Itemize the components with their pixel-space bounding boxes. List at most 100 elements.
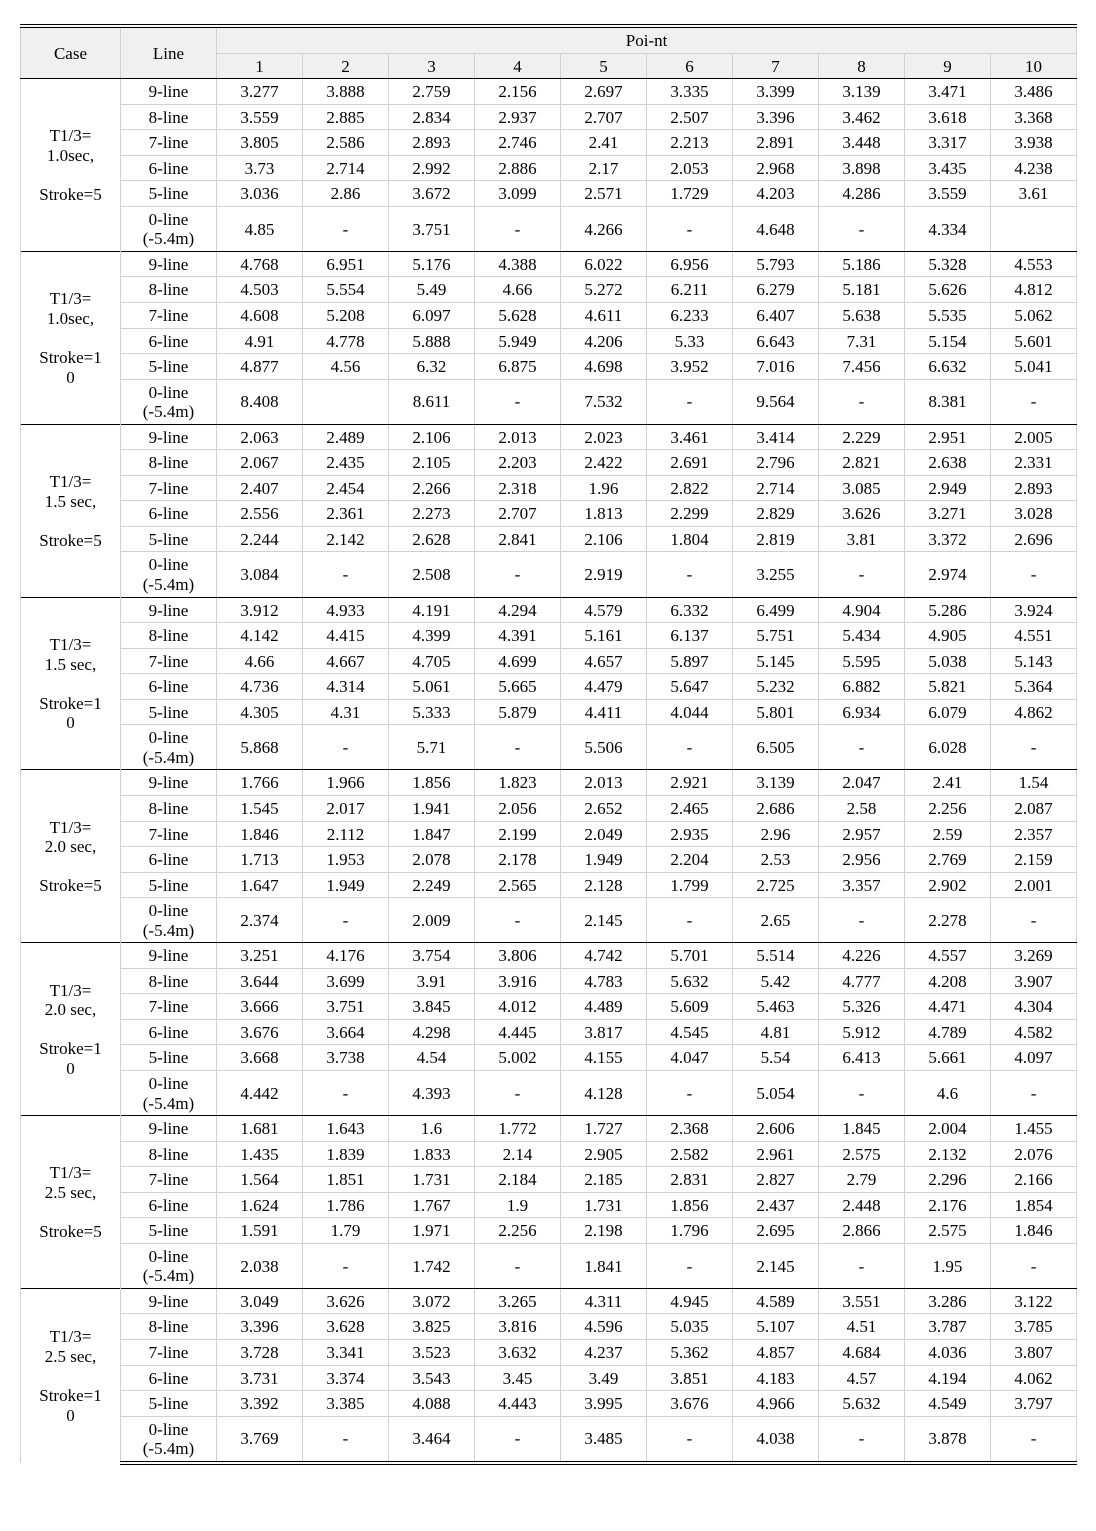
value-cell: 8.381 — [905, 379, 991, 424]
value-cell: 4.036 — [905, 1339, 991, 1365]
value-cell: 5.601 — [991, 328, 1077, 354]
value-cell: - — [991, 1243, 1077, 1288]
value-cell: 3.45 — [475, 1365, 561, 1391]
case-cell: T1/3=2.0 sec, Stroke=10 — [21, 943, 121, 1116]
value-cell: 4.966 — [733, 1391, 819, 1417]
value-cell: 2.273 — [389, 501, 475, 527]
value-cell: 2.796 — [733, 450, 819, 476]
value-cell: 2.53 — [733, 847, 819, 873]
value-cell: - — [647, 898, 733, 943]
value-cell: 5.041 — [991, 354, 1077, 380]
value-cell: 2.145 — [733, 1243, 819, 1288]
value-cell: 3.028 — [991, 501, 1077, 527]
line-cell: 8-line — [121, 1314, 217, 1340]
value-cell: 4.388 — [475, 251, 561, 277]
value-cell: 5.33 — [647, 328, 733, 354]
value-cell: 1.804 — [647, 526, 733, 552]
line-cell: 8-line — [121, 104, 217, 130]
table-row: 5-line4.8774.566.326.8754.6983.9527.0167… — [21, 354, 1077, 380]
value-cell: 3.825 — [389, 1314, 475, 1340]
value-cell: 2.229 — [819, 424, 905, 450]
value-cell: 5.434 — [819, 623, 905, 649]
value-cell: - — [819, 898, 905, 943]
value-cell: 1.854 — [991, 1192, 1077, 1218]
value-cell: 2.105 — [389, 450, 475, 476]
value-cell: 2.695 — [733, 1218, 819, 1244]
value-cell: 1.823 — [475, 770, 561, 796]
col-header-line: Line — [121, 26, 217, 79]
value-cell: 2.017 — [303, 795, 389, 821]
value-cell: 3.399 — [733, 79, 819, 105]
value-cell: 3.277 — [217, 79, 303, 105]
value-cell: 2.769 — [905, 847, 991, 873]
value-cell: 1.643 — [303, 1116, 389, 1142]
col-header-point-9: 9 — [905, 53, 991, 79]
value-cell: 2.249 — [389, 872, 475, 898]
value-cell: 9.564 — [733, 379, 819, 424]
value-cell: 5.333 — [389, 699, 475, 725]
value-cell: 4.183 — [733, 1365, 819, 1391]
value-cell: 7.31 — [819, 328, 905, 354]
table-row: 6-line1.6241.7861.7671.91.7311.8562.4372… — [21, 1192, 1077, 1218]
table-row: 0-line(-5.4m)4.442-4.393-4.128-5.054-4.6… — [21, 1070, 1077, 1115]
value-cell: 5.362 — [647, 1339, 733, 1365]
value-cell: 3.676 — [647, 1391, 733, 1417]
value-cell: 5.888 — [389, 328, 475, 354]
value-cell: 4.012 — [475, 994, 561, 1020]
value-cell: 4.768 — [217, 251, 303, 277]
value-cell: 4.334 — [905, 206, 991, 251]
value-cell: 2.078 — [389, 847, 475, 873]
table-row: 6-line4.7364.3145.0615.6654.4795.6475.23… — [21, 674, 1077, 700]
line-cell: 9-line — [121, 251, 217, 277]
value-cell: 3.084 — [217, 552, 303, 597]
value-cell: 4.905 — [905, 623, 991, 649]
case-cell: T1/3=2.0 sec, Stroke=5 — [21, 770, 121, 943]
value-cell: 2.448 — [819, 1192, 905, 1218]
value-cell: - — [991, 379, 1077, 424]
table-row: T1/3=2.5 sec, Stroke=109-line3.0493.6263… — [21, 1288, 1077, 1314]
value-cell: 6.407 — [733, 303, 819, 329]
value-cell: 2.213 — [647, 130, 733, 156]
table-body: T1/3=1.0sec, Stroke=59-line3.2773.8882.7… — [21, 79, 1077, 1463]
value-cell: 2.318 — [475, 475, 561, 501]
value-cell: - — [475, 1070, 561, 1115]
value-cell: 6.632 — [905, 354, 991, 380]
value-cell: 4.933 — [303, 597, 389, 623]
value-cell: 2.142 — [303, 526, 389, 552]
value-cell: 2.829 — [733, 501, 819, 527]
value-cell: 4.194 — [905, 1365, 991, 1391]
value-cell: 5.897 — [647, 648, 733, 674]
value-cell: 3.851 — [647, 1365, 733, 1391]
value-cell: 1.845 — [819, 1116, 905, 1142]
line-cell: 9-line — [121, 597, 217, 623]
value-cell: 5.181 — [819, 277, 905, 303]
value-cell: 6.643 — [733, 328, 819, 354]
value-cell: 5.535 — [905, 303, 991, 329]
value-cell: 3.845 — [389, 994, 475, 1020]
value-cell: 3.628 — [303, 1314, 389, 1340]
value-cell: 4.778 — [303, 328, 389, 354]
value-cell: - — [303, 1243, 389, 1288]
line-cell: 8-line — [121, 277, 217, 303]
value-cell: 5.595 — [819, 648, 905, 674]
value-cell: 3.251 — [217, 943, 303, 969]
value-cell: 2.885 — [303, 104, 389, 130]
value-cell: 5.701 — [647, 943, 733, 969]
value-cell: 2.507 — [647, 104, 733, 130]
value-cell: 1.851 — [303, 1167, 389, 1193]
line-cell: 7-line — [121, 1339, 217, 1365]
value-cell: 3.392 — [217, 1391, 303, 1417]
value-cell: - — [303, 552, 389, 597]
value-cell: 2.256 — [905, 795, 991, 821]
value-cell: 2.565 — [475, 872, 561, 898]
value-cell: - — [819, 552, 905, 597]
value-cell: 3.357 — [819, 872, 905, 898]
value-cell: 1.971 — [389, 1218, 475, 1244]
value-cell: 2.652 — [561, 795, 647, 821]
value-cell: 3.485 — [561, 1416, 647, 1463]
value-cell: 3.699 — [303, 968, 389, 994]
value-cell: 3.632 — [475, 1339, 561, 1365]
value-cell: 5.661 — [905, 1045, 991, 1071]
value-cell: 4.57 — [819, 1365, 905, 1391]
value-cell: 4.56 — [303, 354, 389, 380]
